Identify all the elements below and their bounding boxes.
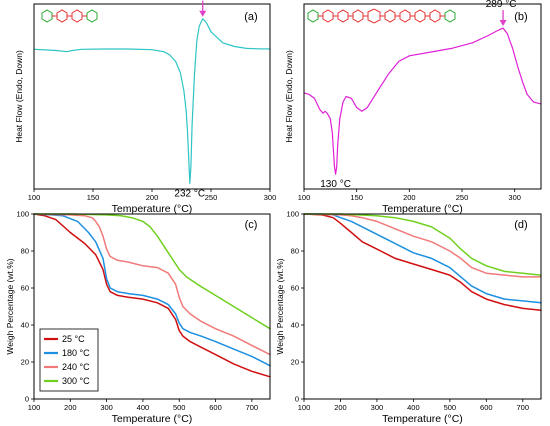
plot-frame-b <box>303 3 542 190</box>
y-tick-label-d: 100 <box>286 210 299 219</box>
peak-label-a-1: 243 °C <box>185 0 216 1</box>
y-tick-label-c: 60 <box>21 284 29 293</box>
x-axis-label-b: Temperature (°C) <box>382 203 463 215</box>
x-tick-label-d: 300 <box>371 403 384 412</box>
x-tick-label-d: 400 <box>407 403 420 412</box>
x-tick-label-a: 300 <box>264 193 277 202</box>
y-tick-label-d: 80 <box>291 247 299 256</box>
series-line-c-2 <box>33 213 271 356</box>
x-tick-label-d: 700 <box>517 403 530 412</box>
molecule-icon-b <box>307 8 456 24</box>
y-tick-label-c: 80 <box>21 247 29 256</box>
series-line-c-0 <box>33 213 271 378</box>
y-axis-label-a: Heat Flow (Endo, Down) <box>14 50 24 143</box>
x-tick-label-c: 100 <box>28 403 41 412</box>
peak-arrow-head-a-1 <box>199 10 207 17</box>
x-tick-label-d: 600 <box>480 403 493 412</box>
panel-b: 100 150 200 250 300 Temperature (°C) Heat Flow… <box>284 0 542 215</box>
x-tick-label-a: 200 <box>146 193 159 202</box>
x-axis-label-d: Temperature (°C) <box>382 413 463 425</box>
plot-frame-a <box>33 3 271 190</box>
panel-d: 100 200 300 400 500 600 700 0 20 40 60 80 100 Tempera… <box>275 210 542 425</box>
peak-arrow-head-b-1 <box>499 20 507 27</box>
legend-label-3: 300 °C <box>62 376 90 386</box>
x-tick-label-a: 150 <box>87 193 100 202</box>
molecule-icon-a <box>41 9 98 23</box>
x-tick-label-d: 500 <box>444 403 457 412</box>
x-tick-label-c: 500 <box>173 403 186 412</box>
series-line-d-3 <box>303 213 542 276</box>
y-tick-label-d: 0 <box>295 395 299 404</box>
x-tick-label-c: 300 <box>100 403 113 412</box>
peak-label-b-0: 130 °C <box>320 179 351 190</box>
x-tick-label-b: 150 <box>350 193 363 202</box>
peak-label-b-1: 289 °C <box>486 0 517 10</box>
legend-label-0: 25 °C <box>62 334 85 344</box>
series-line-d-2 <box>303 213 542 278</box>
y-tick-label-d: 20 <box>291 358 299 367</box>
x-tick-label-a: 250 <box>205 193 218 202</box>
x-tick-label-c: 200 <box>64 403 77 412</box>
series-line-d-1 <box>303 213 542 304</box>
y-tick-label-c: 0 <box>25 395 29 404</box>
y-axis-label-d: Weigh Percentage (wt.%) <box>275 258 285 354</box>
legend-label-2: 240 °C <box>62 362 90 372</box>
series-line-c-3 <box>33 213 271 330</box>
series-line-d-0 <box>303 213 542 311</box>
x-axis-label-a: Temperature (°C) <box>112 203 193 215</box>
y-tick-label-d: 40 <box>291 321 299 330</box>
y-tick-label-d: 60 <box>291 284 299 293</box>
series-line-a-0 <box>33 18 271 184</box>
x-tick-label-d: 200 <box>334 403 347 412</box>
x-tick-label-c: 700 <box>246 403 259 412</box>
panel-label-d: (d) <box>514 219 527 231</box>
x-tick-label-b: 250 <box>456 193 469 202</box>
y-tick-label-c: 100 <box>16 210 29 219</box>
x-tick-label-b: 300 <box>508 193 521 202</box>
panel-label-b: (b) <box>514 11 527 23</box>
y-tick-label-c: 40 <box>21 321 29 330</box>
y-axis-label-c: Weigh Percentage (wt.%) <box>5 258 15 354</box>
panel-label-c: (c) <box>245 219 258 231</box>
panel-c: 100 200 300 400 500 600 700 0 20 40 60 80 100 Tempera… <box>5 210 271 425</box>
x-tick-label-b: 100 <box>298 193 311 202</box>
x-tick-label-b: 200 <box>403 193 416 202</box>
y-axis-label-b: Heat Flow (Endo, Down) <box>284 50 294 143</box>
x-tick-label-a: 100 <box>28 193 41 202</box>
x-axis-label-c: Temperature (°C) <box>112 413 193 425</box>
series-line-b-0 <box>303 27 542 175</box>
plot-frame-c <box>33 213 271 400</box>
legend-label-1: 180 °C <box>62 348 90 358</box>
peak-label-a-0: 232 °C <box>174 188 205 199</box>
x-tick-label-c: 600 <box>209 403 222 412</box>
panel-a: 100 150 200 250 300 Temperature (°C) Heat Flow… <box>14 0 276 215</box>
x-tick-label-d: 100 <box>298 403 311 412</box>
y-tick-label-c: 20 <box>21 358 29 367</box>
x-tick-label-c: 400 <box>137 403 150 412</box>
plot-frame-d <box>303 213 542 400</box>
panel-label-a: (a) <box>244 11 257 23</box>
series-line-c-1 <box>33 213 271 367</box>
